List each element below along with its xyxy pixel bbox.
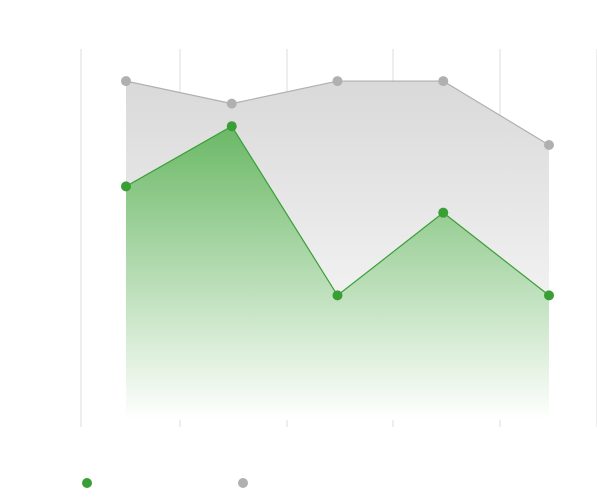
series-1-point-2[interactable] xyxy=(226,121,237,132)
series-2-point-2[interactable] xyxy=(226,98,237,109)
legend-item-series-2[interactable] xyxy=(238,478,254,488)
series-2-point-3[interactable] xyxy=(332,76,343,87)
series-points xyxy=(121,76,554,301)
series-1-point-3[interactable] xyxy=(332,290,343,301)
legend-marker-series-2 xyxy=(238,478,248,488)
series-2-point-4[interactable] xyxy=(438,76,449,87)
series-1-point-4[interactable] xyxy=(438,207,449,218)
series-areas xyxy=(126,81,549,420)
legend-marker-series-1 xyxy=(82,478,92,488)
series-1-area xyxy=(126,126,549,420)
series-2-point-5[interactable] xyxy=(544,140,554,150)
series-2-point-1[interactable] xyxy=(121,76,131,87)
series-1-point-1[interactable] xyxy=(121,181,131,192)
legend-item-series-1[interactable] xyxy=(82,478,98,488)
legend xyxy=(82,478,254,488)
series-1-point-5[interactable] xyxy=(544,290,554,301)
